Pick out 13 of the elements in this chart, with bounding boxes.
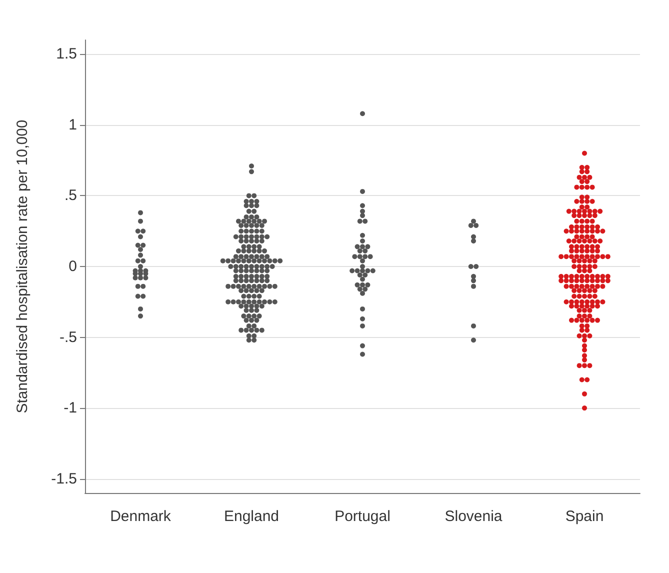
y-tick-label: -1 <box>64 400 77 417</box>
x-tick-label: Denmark <box>110 508 172 525</box>
y-tick-label: 0 <box>68 258 77 275</box>
y-tick-label: -1.5 <box>51 470 77 488</box>
y-tick-label: 1.5 <box>56 46 77 63</box>
y-tick-label: .5 <box>64 187 77 204</box>
x-tick-label: Spain <box>565 508 604 525</box>
y-tick-label: 1 <box>68 116 77 134</box>
y-axis-title: Standardised hospitalisation rate per 10,000 <box>14 120 31 414</box>
x-tick-label: Slovenia <box>444 508 503 525</box>
x-tick-label: England <box>224 508 280 525</box>
x-tick-label: Portugal <box>334 508 390 525</box>
y-tick-label: -.5 <box>59 328 77 346</box>
